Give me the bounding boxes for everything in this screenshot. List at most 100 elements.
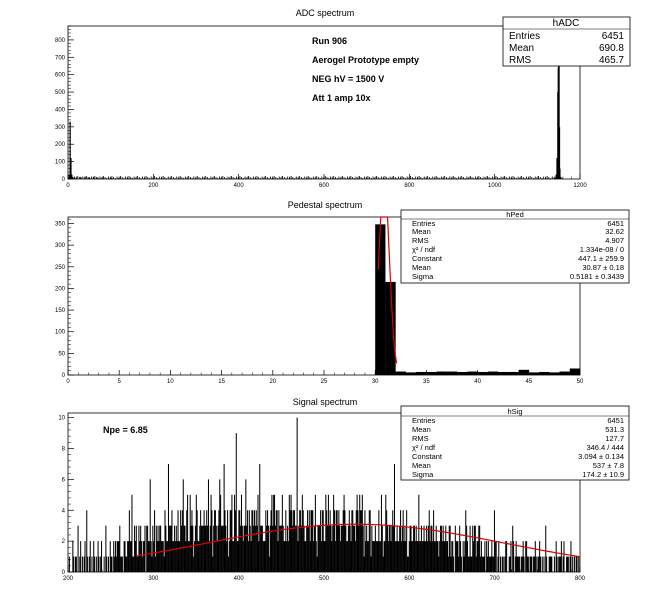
adc-bin [205,176,207,179]
sig-bin [292,525,294,572]
adc-bin [466,176,468,179]
sig-bin [523,556,525,572]
sig-bin [81,556,83,572]
ped-stats-label: Constant [412,254,443,263]
adc-bin [551,176,553,179]
adc-bin [282,176,283,179]
sig-bin [424,541,426,572]
sig-bin [448,525,450,572]
sig-bin [549,556,551,572]
sig-bin [426,525,428,572]
sig-bin [143,541,145,572]
adc-bin [84,177,86,179]
sig-bin [253,525,255,572]
ped-bin [416,371,427,375]
sig-bin [433,510,435,572]
sig-bin [466,525,468,572]
adc-bin [273,176,275,179]
sig-bin [512,525,514,572]
sig-bin [427,525,429,572]
sig-bin [277,541,279,572]
sig-bin [569,556,571,572]
sig-bin [445,525,447,572]
sig-x-tick-label: 800 [575,576,586,582]
ped-bin [426,371,437,375]
sig-bin [415,525,417,572]
sig-bin [338,510,340,572]
sig-bin [266,525,268,572]
sig-bin [146,525,148,572]
adc-bin [77,176,79,179]
adc-bin [143,177,145,179]
adc-bin [309,177,311,179]
adc-bin [147,177,149,179]
sig-bin [154,556,156,572]
sig-bin [128,510,130,572]
adc-bin [517,176,519,179]
sig-bin [284,541,286,572]
adc-bin [181,177,183,179]
sig-bin [255,510,257,572]
adc-bin [278,176,280,179]
adc-bin [80,178,82,179]
adc-bin [411,177,413,179]
sig-bin [436,541,438,572]
sig-bin [129,541,131,572]
adc-bin [413,178,415,179]
sig-fit-curve [136,523,581,558]
sig-bin [543,556,545,572]
adc-bin [362,178,364,179]
sig-x-tick-label: 200 [63,576,74,582]
sig-bin [383,541,385,572]
sig-bin [188,541,190,572]
sig-bin [121,556,123,572]
sig-bin [347,541,349,572]
ped-bin [395,371,406,375]
ped-y-tick-label: 300 [55,243,66,249]
adc-bin [154,176,155,179]
adc-bin [417,177,418,179]
sig-bin [254,510,256,572]
sig-bin [526,541,528,572]
sig-bin [195,494,197,572]
adc-bin [427,176,429,179]
adc-bin [374,178,376,180]
sig-bin [268,556,270,572]
sig-bin [274,525,276,572]
sig-bin [341,525,343,572]
sig-bin [316,556,318,572]
sig-bin [399,525,401,572]
adc-stats-value: 465.7 [599,55,624,66]
sig-bin [95,556,97,572]
adc-bin [396,178,398,179]
adc-bin [229,177,231,179]
sig-bin [250,541,252,572]
sig-bin [405,541,407,572]
adc-bin [261,176,263,179]
sig-bin [314,494,316,572]
sig-bin [393,463,395,572]
sig-bin [358,525,360,572]
adc-bin [377,177,379,179]
sig-bin [290,494,292,572]
sig-bin [263,541,265,572]
sig-bin [367,541,369,572]
adc-bin [321,176,323,179]
sig-bin [319,525,321,572]
adc-bin [93,177,95,179]
sig-bin [515,541,517,572]
adc-bin [125,176,126,179]
adc-y-tick-label: 700 [55,55,66,61]
adc-bin [79,177,80,179]
sig-bin [87,556,89,572]
adc-bin [265,176,266,179]
adc-bin [140,178,142,179]
sig-bin [103,556,105,572]
sig-bin [314,525,316,572]
adc-bin [485,177,487,179]
sig-bin [219,479,221,572]
adc-bin [345,178,347,179]
adc-bin [92,177,94,179]
sig-stats-name: hSig [507,407,522,416]
sig-bin [149,479,151,572]
